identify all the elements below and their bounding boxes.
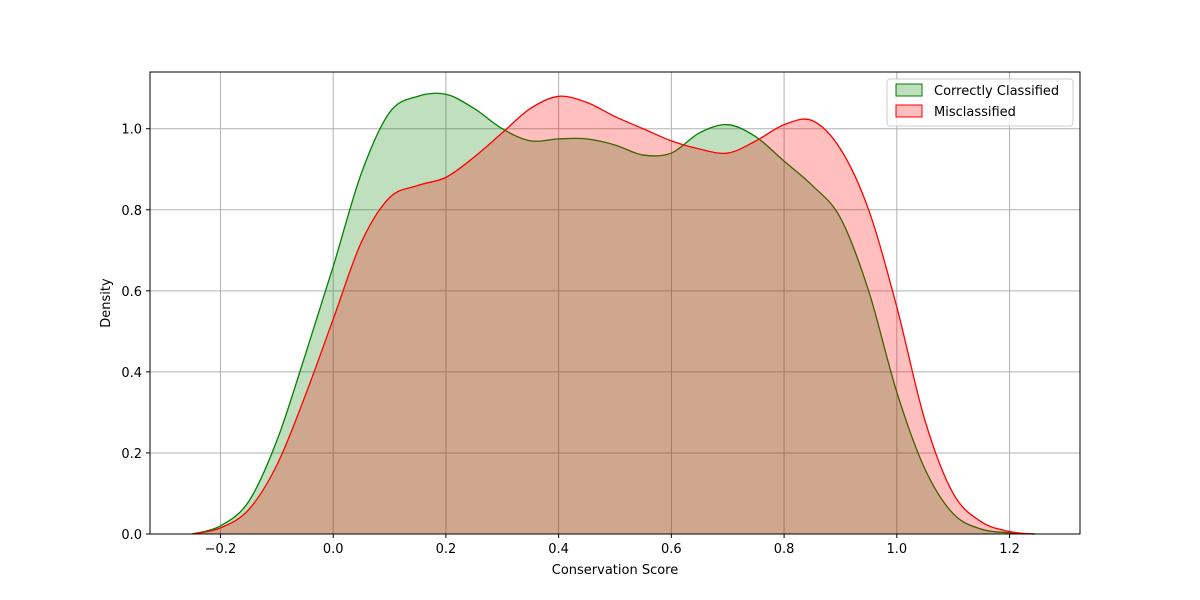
- series-layer: [192, 92, 1035, 535]
- series-line-misclassified: [192, 95, 1035, 535]
- series-line-correctly-classified: [192, 92, 1035, 535]
- x-axis-ticks: −0.2 0.0 0.2 0.4 0.6 0.8 1.0 1.2: [205, 534, 1020, 557]
- x-axis-label: Conservation Score: [552, 563, 679, 578]
- legend-swatch-correctly-classified: [895, 83, 923, 97]
- legend-label-misclassified: Misclassified: [934, 105, 1016, 120]
- x-tick-label: 0.6: [661, 542, 682, 557]
- y-tick-label: 0.4: [121, 366, 142, 381]
- x-tick-label: 1.0: [886, 542, 907, 557]
- y-tick-label: 0.8: [121, 204, 142, 219]
- x-tick-label: 0.2: [436, 542, 457, 557]
- y-tick-label: 0.0: [121, 528, 142, 543]
- x-tick-label: 1.2: [999, 542, 1020, 557]
- series-area-correctly-classified: [192, 93, 1035, 534]
- legend-label-correctly-classified: Correctly Classified: [934, 84, 1059, 99]
- legend-swatch-misclassified: [895, 104, 923, 118]
- y-axis-ticks: 0.0 0.2 0.4 0.6 0.8 1.0: [121, 123, 150, 543]
- y-tick-label: 0.6: [121, 285, 142, 300]
- y-tick-label: 0.2: [121, 447, 142, 462]
- x-tick-label: 0.8: [774, 542, 795, 557]
- x-tick-label: 0.0: [323, 542, 344, 557]
- grid: [150, 72, 1080, 535]
- plot-frame: [149, 71, 1081, 535]
- y-axis-label: Density: [99, 278, 114, 328]
- x-tick-label: −0.2: [205, 542, 237, 557]
- legend: Correctly Classified Misclassified: [886, 78, 1074, 127]
- legend-box: [886, 78, 1074, 127]
- y-tick-label: 1.0: [121, 123, 142, 138]
- series-area-misclassified: [192, 96, 1035, 535]
- x-tick-label: 0.4: [548, 542, 569, 557]
